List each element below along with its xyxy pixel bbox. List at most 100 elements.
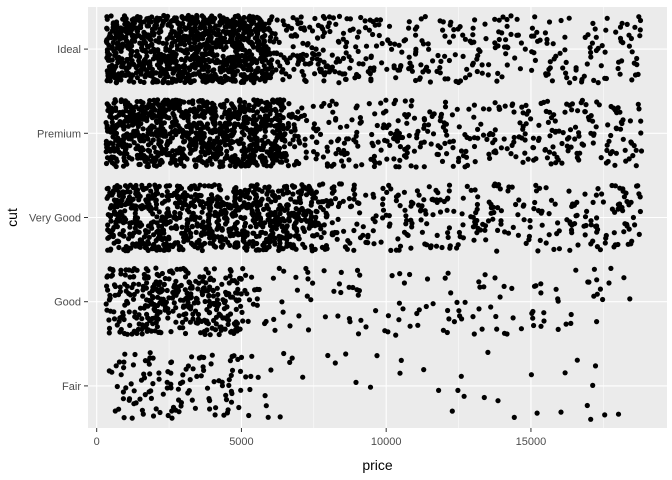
point-premium — [270, 129, 276, 135]
point-very-good — [582, 214, 589, 220]
point-premium — [341, 147, 347, 154]
point-premium — [170, 148, 176, 154]
point-premium — [107, 148, 113, 154]
point-ideal — [425, 68, 432, 74]
point-good — [193, 278, 199, 284]
point-ideal — [163, 41, 169, 47]
point-very-good — [257, 201, 263, 207]
point-premium — [140, 153, 146, 160]
point-very-good — [165, 209, 171, 215]
point-good — [233, 327, 239, 333]
point-ideal — [346, 54, 352, 60]
point-premium — [288, 129, 294, 135]
y-tick-label: Fair — [62, 381, 81, 393]
point-very-good — [482, 227, 488, 233]
point-premium — [236, 158, 242, 164]
point-ideal — [437, 18, 443, 24]
point-very-good — [600, 199, 607, 205]
point-ideal — [237, 58, 243, 64]
point-good — [118, 326, 124, 333]
point-premium — [430, 131, 437, 137]
point-premium — [450, 145, 456, 151]
point-ideal — [617, 71, 623, 77]
point-ideal — [590, 20, 596, 26]
point-good — [407, 271, 413, 278]
point-good — [134, 330, 140, 336]
point-ideal — [217, 22, 223, 28]
point-good — [227, 311, 234, 317]
point-premium — [146, 148, 153, 154]
point-very-good — [309, 199, 315, 205]
point-premium — [120, 163, 127, 169]
point-ideal — [437, 65, 443, 71]
point-premium — [383, 97, 389, 103]
point-good — [538, 281, 544, 287]
point-ideal — [572, 75, 578, 81]
point-good — [107, 266, 113, 272]
point-ideal — [379, 40, 385, 47]
point-ideal — [564, 75, 570, 81]
point-good — [112, 283, 118, 290]
point-very-good — [146, 234, 152, 240]
point-ideal — [199, 64, 205, 70]
point-ideal — [280, 77, 286, 83]
point-premium — [171, 152, 177, 158]
point-ideal — [604, 15, 610, 21]
point-ideal — [209, 47, 215, 53]
point-ideal — [247, 62, 253, 68]
point-premium — [108, 154, 115, 160]
point-very-good — [136, 229, 142, 235]
point-ideal — [169, 40, 175, 47]
point-premium — [551, 151, 557, 157]
point-good — [249, 274, 255, 280]
point-premium — [349, 117, 355, 123]
point-ideal — [579, 76, 585, 83]
point-premium — [209, 100, 215, 106]
point-ideal — [153, 70, 159, 76]
point-very-good — [318, 234, 324, 240]
point-fair — [132, 351, 138, 358]
point-good — [355, 292, 361, 298]
point-good — [281, 268, 287, 274]
point-premium — [121, 123, 127, 130]
point-ideal — [323, 64, 329, 70]
point-ideal — [354, 34, 361, 40]
point-good — [254, 302, 260, 308]
point-premium — [327, 102, 333, 109]
point-ideal — [228, 36, 234, 42]
point-premium — [411, 115, 418, 121]
point-ideal — [273, 36, 279, 42]
point-premium — [369, 131, 375, 138]
point-premium — [183, 111, 189, 117]
point-good — [272, 327, 278, 333]
point-fair — [164, 385, 170, 391]
point-ideal — [185, 14, 191, 20]
point-very-good — [188, 183, 195, 189]
point-ideal — [398, 63, 404, 69]
point-premium — [123, 108, 129, 114]
point-very-good — [259, 196, 265, 202]
point-very-good — [625, 241, 631, 247]
point-premium — [219, 104, 225, 110]
point-premium — [268, 163, 274, 169]
point-ideal — [592, 26, 598, 32]
point-ideal — [474, 68, 480, 75]
point-good — [166, 276, 172, 282]
point-very-good — [408, 245, 414, 251]
point-fair — [156, 370, 162, 376]
point-premium — [501, 136, 507, 142]
point-premium — [112, 131, 119, 137]
point-premium — [219, 163, 225, 169]
point-premium — [240, 141, 246, 147]
point-very-good — [179, 205, 185, 211]
point-fair — [189, 397, 195, 403]
point-very-good — [602, 240, 608, 246]
point-very-good — [224, 195, 230, 201]
point-very-good — [130, 184, 136, 191]
point-premium — [309, 134, 315, 140]
point-ideal — [175, 63, 182, 69]
point-good — [493, 313, 499, 320]
point-fair — [142, 358, 148, 364]
point-ideal — [310, 50, 316, 57]
point-ideal — [165, 55, 171, 61]
